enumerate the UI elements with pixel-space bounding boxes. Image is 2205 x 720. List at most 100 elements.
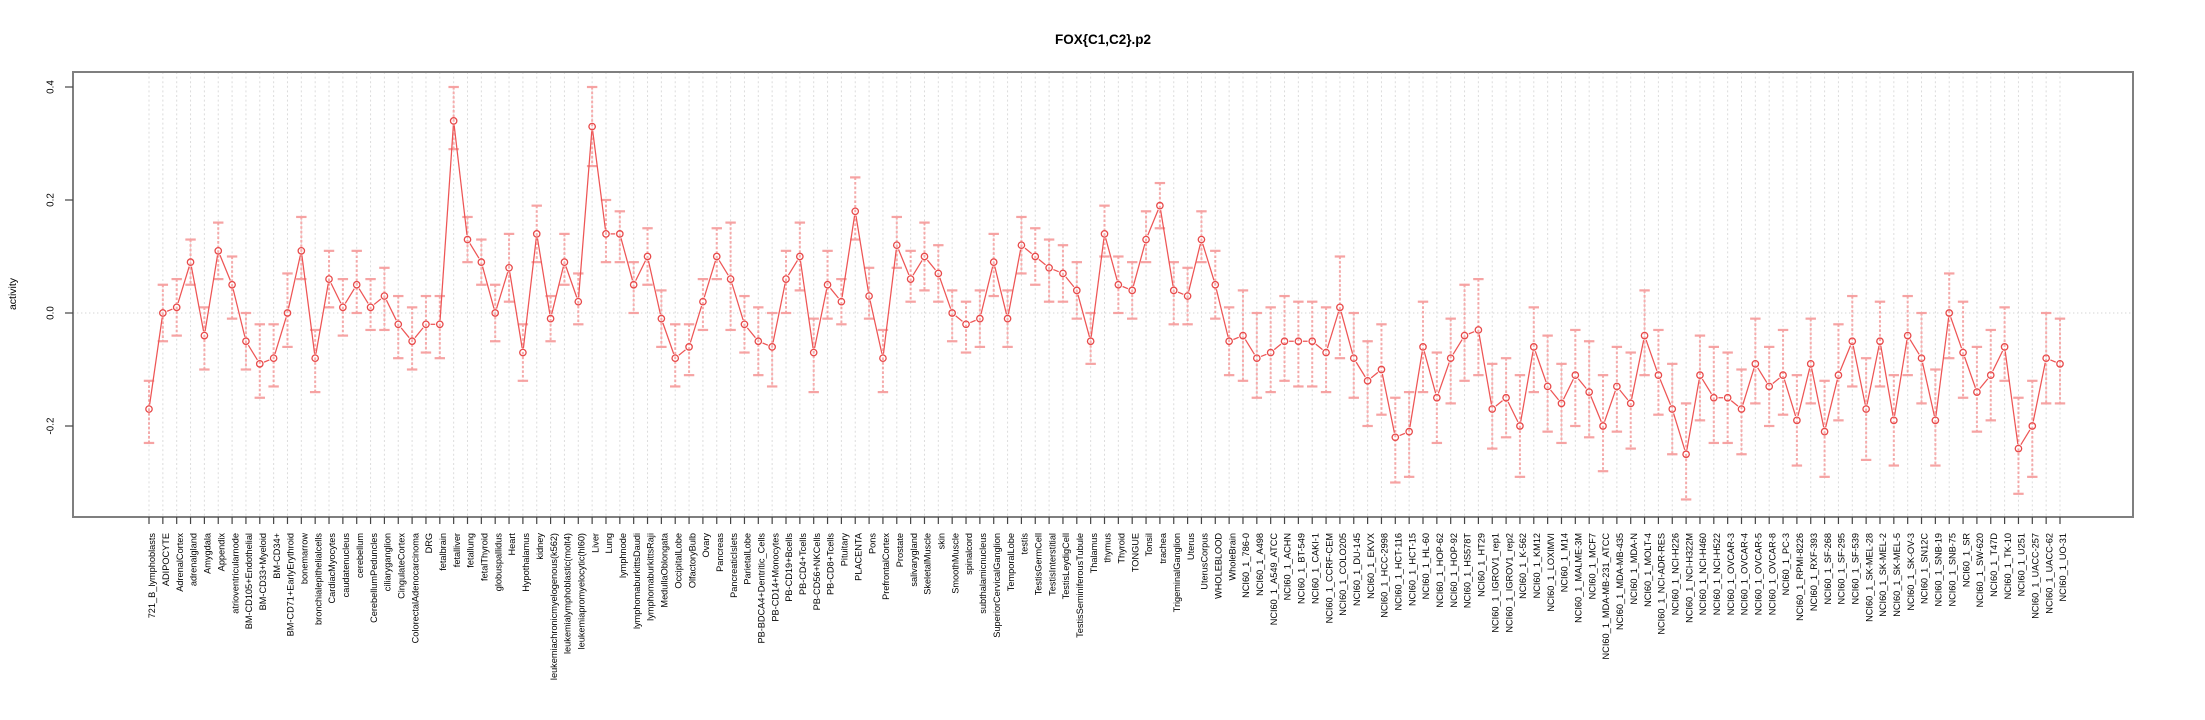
- x-tick-label: NCI60_1_HOP-62: [1435, 533, 1445, 608]
- x-tick-label: TrigeminalGanglion: [1172, 533, 1182, 612]
- x-tick-label: NCI60_1_HCT-116: [1394, 533, 1404, 610]
- series-segment: [1007, 249, 1022, 315]
- x-tick-label: NCI60_1_786-0: [1241, 533, 1251, 598]
- series-segment: [855, 215, 869, 292]
- x-tick-label: OccipitalLobe: [673, 533, 683, 589]
- data-point: [1197, 235, 1206, 244]
- x-tick-label: NCI60_1_OVCAR-3: [1726, 533, 1736, 615]
- data-point: [214, 247, 223, 255]
- x-tick-label: NCI60_1_HOP-92: [1449, 533, 1459, 608]
- x-tick-label: NCI60_1_SF-268: [1823, 533, 1833, 605]
- x-tick-label: TestisGermCell: [1033, 533, 1043, 595]
- data-point: [892, 241, 901, 250]
- x-tick-label: NCI60_1_CCRF-CEM: [1324, 533, 1334, 623]
- data-point: [685, 343, 693, 351]
- y-tick-label: -0.2: [46, 418, 57, 435]
- series-segment: [912, 260, 923, 276]
- data-point: [1793, 416, 1801, 425]
- data-point: [1876, 337, 1884, 346]
- data-point: [1239, 331, 1247, 340]
- data-point: [1959, 348, 1967, 357]
- series-segment: [1825, 379, 1838, 428]
- series-segment: [2050, 359, 2056, 363]
- series-segment: [219, 254, 231, 281]
- data-point: [1072, 286, 1081, 295]
- x-tick-label: NCI60_1_IGROV1_rep2: [1504, 533, 1514, 633]
- data-point: [1294, 337, 1303, 346]
- x-tick-label: PB-CD14+Monocytes: [770, 533, 780, 622]
- x-tick-label: NCI60_1_OVCAR-8: [1767, 533, 1777, 615]
- x-tick-label: NCI60_1_NCI-H522: [1712, 533, 1722, 615]
- series-segment: [1603, 390, 1616, 422]
- x-tick-label: NCI60_1_PC-3: [1781, 533, 1791, 595]
- x-tick-label: Liver: [590, 533, 600, 553]
- data-point: [1225, 337, 1233, 346]
- x-tick-label: NCI60_1_A549_ATCC: [1269, 533, 1279, 626]
- data-point: [1252, 354, 1261, 363]
- data-point: [1432, 393, 1441, 402]
- x-tick-label: NCI60_1_MCF7: [1587, 533, 1597, 599]
- data-point: [712, 252, 721, 261]
- series-segment: [1177, 291, 1184, 295]
- data-point: [380, 292, 389, 300]
- data-point: [1973, 388, 1981, 396]
- x-tick-label: NCI60_1_OVCAR-4: [1740, 533, 1750, 615]
- data-point: [643, 252, 652, 261]
- series-segment: [166, 308, 173, 312]
- data-point: [1737, 405, 1746, 413]
- data-point: [1557, 399, 1566, 408]
- series-segment: [453, 125, 468, 236]
- x-tick-label: 721_B_lymphoblasts: [147, 533, 157, 619]
- series-segment: [495, 272, 509, 309]
- series-segment: [1065, 276, 1075, 288]
- x-tick-label: NCI60_1_EKVX: [1366, 533, 1376, 599]
- series-segment: [1038, 258, 1046, 266]
- x-tick-label: trachea: [1158, 532, 1168, 564]
- series-segment: [1077, 294, 1091, 337]
- series-segment: [1577, 378, 1587, 389]
- data-point: [1405, 427, 1414, 436]
- series-segment: [522, 238, 537, 349]
- x-tick-label: caudatenucleus: [341, 533, 351, 598]
- series-segment: [1260, 353, 1267, 358]
- series-segment: [1409, 351, 1423, 428]
- axis-layer: -0.2 0.0 0.2 0.4 721_B_lymphoblasts ADIPOCYTE…: [46, 71, 2134, 680]
- data-point: [823, 280, 832, 289]
- series-segment: [1562, 379, 1574, 400]
- data-point: [158, 309, 167, 317]
- series-segment: [1202, 243, 1215, 281]
- x-tick-label: PB-CD19+Bcells: [784, 533, 794, 602]
- data-point: [1142, 235, 1150, 244]
- data-point: [228, 280, 236, 289]
- series-segment: [746, 327, 756, 339]
- series-segment: [620, 238, 634, 281]
- x-tick-label: Hypothalamus: [521, 533, 531, 592]
- series-segment: [1757, 367, 1768, 383]
- series-segment: [536, 238, 551, 315]
- x-tick-label: NCI60_1_UO-31: [2058, 533, 2068, 601]
- x-tick-label: lymphnode: [618, 533, 628, 578]
- data-point: [1086, 337, 1095, 346]
- series-segment: [414, 327, 424, 339]
- x-tick-label: NCI60_1_HS578T: [1463, 533, 1473, 608]
- data-point: [1502, 393, 1510, 402]
- x-tick-label: NCI60_1_SNB-75: [1947, 533, 1957, 607]
- x-tick-label: SuperiorCervicalGanglion: [992, 533, 1002, 638]
- series-segment: [232, 289, 246, 337]
- data-point: [477, 258, 486, 266]
- x-tick-label: NCI60_1_BT-549: [1297, 533, 1307, 604]
- data-point: [463, 235, 472, 244]
- data-point: [2028, 422, 2037, 430]
- x-tick-label: NCI60_1_MOLT-4: [1643, 533, 1653, 607]
- series-segment: [1423, 351, 1437, 394]
- data-point: [1460, 331, 1469, 340]
- x-tick-label: OlfactoryBulb: [687, 533, 697, 588]
- data-point: [837, 297, 846, 306]
- x-tick-label: PrefrontalCortex: [881, 533, 891, 600]
- x-tick-label: Tonsil: [1144, 533, 1154, 557]
- x-tick-label: PB-CD56+NKCells: [812, 533, 822, 611]
- series-segment: [1468, 331, 1475, 335]
- data-point: [297, 247, 306, 255]
- data-point: [269, 354, 278, 363]
- x-tick-label: CerebellumPeduncles: [369, 533, 379, 623]
